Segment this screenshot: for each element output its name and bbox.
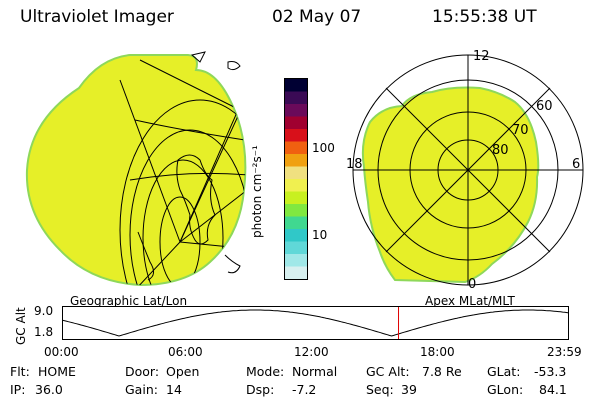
geographic-emission [25, 54, 247, 287]
polar-label-60: 60 [536, 99, 553, 114]
altitude-plot [62, 306, 569, 340]
colorbar-segment [285, 104, 307, 117]
instrument-title: Ultraviolet Imager [20, 7, 174, 27]
polar-label-6: 6 [572, 157, 580, 172]
colorbar-segment [285, 79, 307, 92]
colorbar-segment [285, 266, 307, 280]
door-value: Open [166, 364, 200, 379]
colorbar-segment [285, 141, 307, 155]
glon-label: GLon: [487, 382, 524, 397]
altitude-ytick-bottom: 1.8 [34, 325, 54, 339]
colorbar-segment [285, 154, 307, 167]
polar-label-12: 12 [473, 49, 490, 64]
colorbar-segment [285, 179, 307, 192]
colorbar-segment [285, 129, 307, 142]
colorbar-segment [285, 241, 307, 255]
geographic-image [25, 51, 247, 287]
dsp-value: -7.2 [292, 382, 317, 397]
gcalt-label: GC Alt: [366, 364, 410, 379]
polar-label-80: 80 [492, 143, 509, 158]
apex-emission [361, 86, 540, 284]
time-label: 15:55:38 UT [432, 7, 537, 27]
mode-value: Normal [292, 364, 338, 379]
gain-value: 14 [166, 382, 182, 397]
ip-value: 36.0 [35, 382, 63, 397]
geographic-grid [119, 59, 246, 285]
altitude-ytick-top: 9.0 [34, 304, 54, 318]
apex-label: Apex MLat/MLT [425, 294, 515, 308]
colorbar-segment [285, 166, 307, 180]
altitude-xtick-4: 23:59 [547, 345, 582, 359]
colorbar-segment [285, 229, 307, 242]
glat-value: -53.3 [534, 364, 567, 379]
glat-label: GLat: [487, 364, 521, 379]
polar-grid [352, 54, 584, 286]
colorbar-segment [285, 191, 307, 205]
altitude-plot-frame [62, 306, 569, 340]
colorbar-tick-100: 100 [312, 141, 335, 155]
colorbar-segment [285, 204, 307, 217]
colorbar-segment [285, 116, 307, 130]
mode-label: Mode: [246, 364, 285, 379]
gain-label: Gain: [125, 382, 158, 397]
gcalt-value: 7.8 Re [422, 364, 462, 379]
colorbar-segment [285, 254, 307, 267]
altitude-xtick-3: 18:00 [420, 345, 455, 359]
coastline-outline [137, 51, 241, 281]
door-label: Door: [125, 364, 160, 379]
altitude-xtick-0: 00:00 [44, 345, 79, 359]
colorbar-segment [285, 91, 307, 105]
geographic-label: Geographic Lat/Lon [70, 294, 188, 308]
glon-value: 84.1 [539, 382, 567, 397]
polar-label-18: 18 [346, 157, 363, 172]
seq-label: Seq: [366, 382, 394, 397]
colorbar [284, 78, 308, 280]
colorbar-frame [284, 78, 308, 280]
altitude-xtick-2: 12:00 [294, 345, 329, 359]
seq-value: 39 [401, 382, 417, 397]
altitude-ylabel: GC Alt [14, 307, 28, 345]
colorbar-segment [285, 216, 307, 230]
ip-label: IP: [10, 382, 26, 397]
apex-polar-map: 12 6 18 0 60 70 80 [346, 49, 584, 292]
altitude-xtick-1: 06:00 [168, 345, 203, 359]
polar-label-70: 70 [512, 123, 529, 138]
colorbar-label: photon cm⁻²s⁻¹ [250, 145, 264, 238]
flt-label: Flt: [10, 364, 30, 379]
date-label: 02 May 07 [272, 7, 362, 27]
altitude-curve [62, 309, 569, 337]
dsp-label: Dsp: [246, 382, 275, 397]
polar-label-0: 0 [468, 277, 476, 292]
colorbar-tick-10: 10 [312, 228, 328, 242]
flt-value: HOME [38, 364, 76, 379]
